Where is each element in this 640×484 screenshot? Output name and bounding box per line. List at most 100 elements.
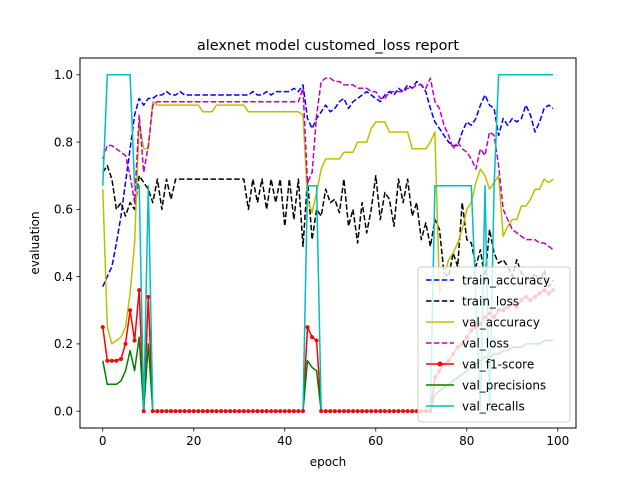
- series-point-val-f1-score: [373, 409, 378, 414]
- series-point-val-f1-score: [387, 409, 392, 414]
- y-tick-label: 0.4: [54, 270, 73, 284]
- series-line-val-loss: [102, 77, 554, 251]
- series-point-val-f1-score: [355, 409, 360, 414]
- legend-marker-val-f1-score: [437, 361, 443, 367]
- series-point-val-f1-score: [273, 409, 278, 414]
- series-point-val-f1-score: [260, 409, 265, 414]
- series-point-val-f1-score: [396, 409, 401, 414]
- y-tick-label: 0.0: [54, 404, 73, 418]
- series-point-val-f1-score: [250, 409, 255, 414]
- legend-label-val-accuracy: val_accuracy: [462, 315, 540, 329]
- x-axis-ticks: 0 20 40 60 80 100: [99, 428, 569, 448]
- series-point-val-f1-score: [105, 358, 110, 363]
- x-tick-label: 80: [459, 434, 474, 448]
- series-point-val-f1-score: [346, 409, 351, 414]
- x-tick-label: 100: [546, 434, 569, 448]
- legend-label-val-loss: val_loss: [462, 336, 509, 350]
- y-tick-label: 0.8: [54, 135, 73, 149]
- series-point-val-f1-score: [314, 338, 319, 343]
- series-point-val-f1-score: [191, 409, 196, 414]
- series-point-val-f1-score: [196, 409, 201, 414]
- series-point-val-f1-score: [109, 358, 114, 363]
- axes-frame: [79, 57, 577, 429]
- series-point-val-f1-score: [382, 409, 387, 414]
- series-point-val-f1-score: [269, 409, 274, 414]
- series-point-val-f1-score: [351, 409, 356, 414]
- legend-label-val-f1-score: val_f1-score: [462, 357, 534, 371]
- series-point-val-f1-score: [214, 409, 219, 414]
- series-point-val-f1-score: [323, 409, 328, 414]
- series-point-val-f1-score: [159, 409, 164, 414]
- series-point-val-f1-score: [173, 409, 178, 414]
- series-line-train-accuracy: [102, 80, 554, 288]
- series-point-val-f1-score: [150, 409, 155, 414]
- y-axis-label: evaluation: [28, 211, 42, 274]
- legend-label-train-accuracy: train_accuracy: [462, 273, 550, 287]
- x-axis-label: epoch: [310, 455, 347, 469]
- series-point-val-f1-score: [219, 409, 224, 414]
- series-line-train-loss: [102, 164, 554, 288]
- series-point-val-f1-score: [232, 409, 237, 414]
- series-point-val-f1-score: [291, 409, 296, 414]
- y-tick-label: 0.6: [54, 203, 73, 217]
- series-point-val-f1-score: [141, 409, 146, 414]
- y-tick-label: 1.0: [54, 68, 73, 82]
- series-point-val-f1-score: [164, 409, 169, 414]
- legend-label-train-loss: train_loss: [462, 294, 519, 308]
- x-tick-label: 40: [277, 434, 292, 448]
- series-point-val-f1-score: [255, 409, 260, 414]
- series-point-val-f1-score: [246, 409, 251, 414]
- series-point-val-f1-score: [118, 357, 123, 362]
- series-point-val-f1-score: [178, 409, 183, 414]
- series-point-val-f1-score: [401, 409, 406, 414]
- x-tick-label: 20: [186, 434, 201, 448]
- series-point-val-f1-score: [205, 409, 210, 414]
- series-point-val-f1-score: [137, 288, 142, 293]
- legend-label-val-precisions: val_precisions: [462, 378, 546, 392]
- series-point-val-f1-score: [209, 409, 214, 414]
- series-point-val-f1-score: [319, 409, 324, 414]
- series-point-val-f1-score: [369, 409, 374, 414]
- series-point-val-f1-score: [146, 294, 151, 299]
- series-point-val-f1-score: [187, 409, 192, 414]
- series-point-val-f1-score: [405, 409, 410, 414]
- series-point-val-f1-score: [200, 409, 205, 414]
- series-point-val-f1-score: [360, 409, 365, 414]
- series-point-val-f1-score: [391, 409, 396, 414]
- chart-title: alexnet model customed_loss report: [197, 38, 459, 54]
- series-point-val-f1-score: [287, 409, 292, 414]
- series-point-val-f1-score: [300, 409, 305, 414]
- series-point-val-f1-score: [100, 325, 105, 330]
- x-tick-label: 0: [99, 434, 107, 448]
- series-point-val-f1-score: [132, 338, 137, 343]
- series-point-val-f1-score: [123, 341, 128, 346]
- series-point-val-f1-score: [278, 409, 283, 414]
- series-point-val-f1-score: [128, 308, 133, 313]
- series-point-val-f1-score: [332, 409, 337, 414]
- series-point-val-f1-score: [155, 409, 160, 414]
- y-tick-label: 0.2: [54, 337, 73, 351]
- series-point-val-f1-score: [282, 409, 287, 414]
- series-point-val-f1-score: [182, 409, 187, 414]
- series-line-val-accuracy: [102, 100, 554, 345]
- legend-box: [417, 266, 571, 423]
- series-point-val-f1-score: [241, 409, 246, 414]
- legend-label-val-recalls: val_recalls: [462, 399, 525, 413]
- series-point-val-f1-score: [410, 409, 415, 414]
- series-point-val-f1-score: [310, 335, 315, 340]
- legend: train_accuracy train_loss val_accuracy val_…: [417, 266, 571, 423]
- series-point-val-f1-score: [305, 325, 310, 330]
- x-tick-label: 60: [368, 434, 383, 448]
- series-point-val-f1-score: [337, 409, 342, 414]
- series-point-val-f1-score: [264, 409, 269, 414]
- series-point-val-f1-score: [237, 409, 242, 414]
- series-point-val-f1-score: [169, 409, 174, 414]
- series-point-val-f1-score: [223, 409, 228, 414]
- series-point-val-f1-score: [114, 358, 119, 363]
- y-axis-ticks: 0.0 0.2 0.4 0.6 0.8 1.0: [54, 68, 80, 418]
- series-point-val-f1-score: [328, 409, 333, 414]
- series-point-val-f1-score: [228, 409, 233, 414]
- series-point-val-f1-score: [364, 409, 369, 414]
